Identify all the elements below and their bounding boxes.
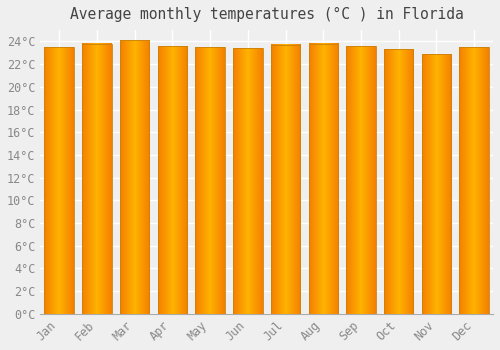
Bar <box>158 46 187 314</box>
Bar <box>196 47 225 314</box>
Bar <box>271 45 300 314</box>
Bar <box>460 47 489 314</box>
Bar <box>82 44 112 314</box>
Bar <box>346 46 376 314</box>
Bar <box>44 47 74 314</box>
Bar <box>422 54 451 314</box>
Bar <box>308 44 338 314</box>
Bar <box>120 40 150 314</box>
Bar <box>233 48 262 314</box>
Title: Average monthly temperatures (°C ) in Florida: Average monthly temperatures (°C ) in Fl… <box>70 7 464 22</box>
Bar <box>384 49 414 314</box>
